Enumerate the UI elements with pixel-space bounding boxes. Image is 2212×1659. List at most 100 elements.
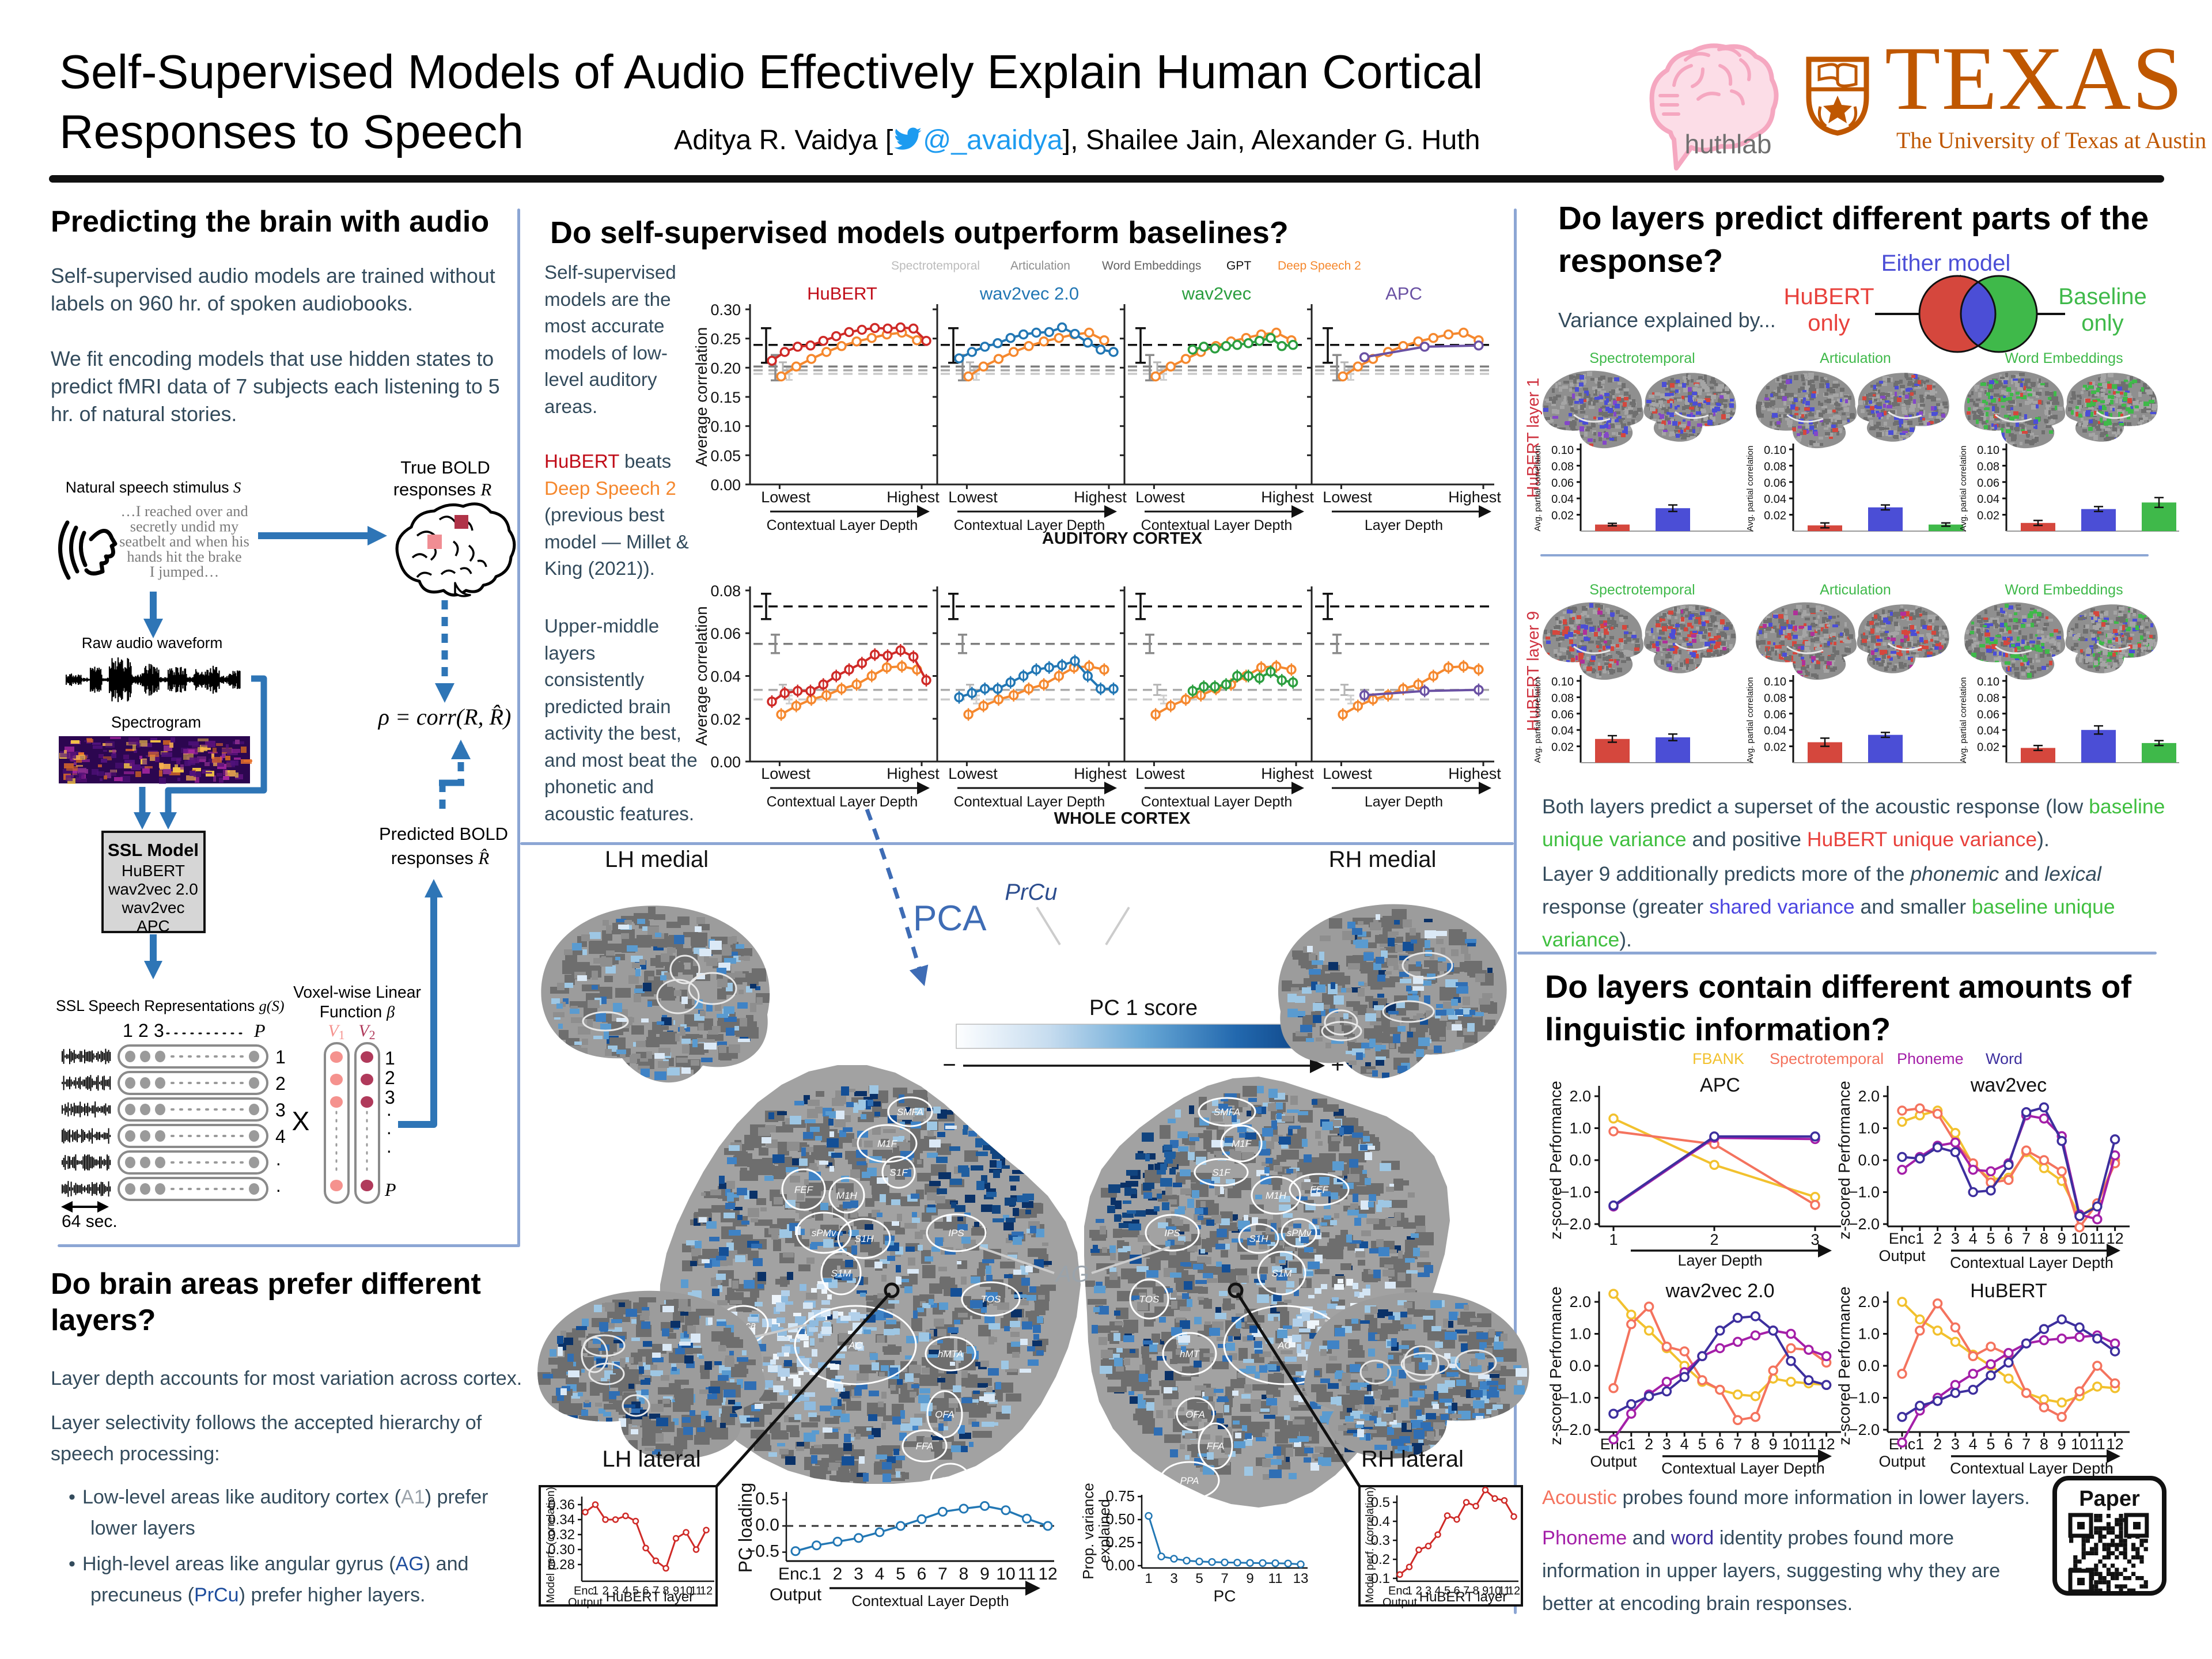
- svg-text:4: 4: [875, 1565, 885, 1584]
- svg-text:−1.0: −1.0: [1849, 1184, 1880, 1201]
- svg-text:M1H: M1H: [1266, 1190, 1287, 1201]
- svg-text:Contextual Layer Depth: Contextual Layer Depth: [1950, 1254, 2113, 1271]
- svg-text:2: 2: [138, 1020, 149, 1041]
- svg-text:only: only: [2081, 310, 2123, 336]
- svg-text:Avg. partial correlation: Avg. partial correlation: [1745, 446, 1755, 532]
- svg-text:FEF: FEF: [1310, 1184, 1330, 1195]
- svg-text:Output: Output: [1382, 1596, 1417, 1609]
- svg-text:0.00: 0.00: [710, 476, 741, 494]
- svg-text:11: 11: [1018, 1565, 1036, 1584]
- svg-text:Function β: Function β: [320, 1002, 395, 1021]
- svg-text:Word Embeddings: Word Embeddings: [2005, 350, 2123, 366]
- svg-text:APC: APC: [1700, 1074, 1740, 1096]
- svg-text:0.10: 0.10: [1764, 444, 1786, 457]
- svg-text:2: 2: [833, 1565, 843, 1584]
- svg-text:0.28: 0.28: [548, 1557, 575, 1573]
- svg-text:SMFA: SMFA: [897, 1107, 923, 1118]
- svg-text:Spectrotemporal: Spectrotemporal: [891, 259, 980, 272]
- svg-text:Avg. partial correlation: Avg. partial correlation: [1959, 446, 1968, 532]
- svg-text:HuBERT layer 1: HuBERT layer 1: [1524, 378, 1543, 498]
- svg-text:Layer Depth: Layer Depth: [1365, 794, 1443, 810]
- svg-text:Output: Output: [770, 1585, 822, 1604]
- svg-text:Spectrotemporal: Spectrotemporal: [1589, 582, 1695, 598]
- svg-text:z-scored Performance: z-scored Performance: [1547, 1081, 1565, 1239]
- svg-text:0.08: 0.08: [1977, 692, 1999, 704]
- svg-text:3: 3: [1662, 1435, 1671, 1453]
- svg-text:secretly undid my: secretly undid my: [130, 518, 239, 535]
- svg-text:−2.0: −2.0: [1849, 1215, 1880, 1233]
- svg-text:13: 13: [1293, 1571, 1309, 1586]
- svg-text:11: 11: [1801, 1435, 1817, 1453]
- svg-text:1: 1: [1915, 1230, 1924, 1247]
- svg-text:…I reached over and: …I reached over and: [120, 503, 248, 520]
- svg-text:z-scored Performance: z-scored Performance: [1835, 1286, 1853, 1445]
- svg-text:Contextual Layer Depth: Contextual Layer Depth: [954, 517, 1105, 533]
- svg-text:0.10: 0.10: [1551, 444, 1574, 457]
- svg-text:4: 4: [1969, 1230, 1978, 1247]
- svg-text:9: 9: [673, 1585, 679, 1597]
- svg-text:M1H: M1H: [836, 1190, 858, 1201]
- svg-text:6: 6: [917, 1565, 927, 1584]
- svg-text:0.08: 0.08: [1551, 692, 1574, 704]
- svg-text:APC: APC: [137, 917, 170, 935]
- svg-text:HuBERT: HuBERT: [1783, 284, 1874, 309]
- svg-text:Average correlation: Average correlation: [692, 327, 710, 467]
- svg-text:0.10: 0.10: [1551, 676, 1574, 688]
- svg-text:S1F: S1F: [889, 1167, 908, 1178]
- svg-text:0.06: 0.06: [710, 625, 741, 642]
- svg-text:Lowest: Lowest: [1135, 765, 1185, 782]
- svg-text:HuBERT: HuBERT: [807, 283, 877, 304]
- svg-text:0.0: 0.0: [1858, 1152, 1880, 1169]
- svg-text:6: 6: [1453, 1585, 1460, 1597]
- svg-text:z-scored Performance: z-scored Performance: [1547, 1286, 1565, 1445]
- svg-text:ρ = corr(R, R̂): ρ = corr(R, R̂): [377, 704, 512, 730]
- svg-text:1: 1: [1609, 1231, 1618, 1248]
- svg-text:1: 1: [1406, 1585, 1412, 1597]
- svg-text:1: 1: [1145, 1571, 1152, 1586]
- svg-text:0.02: 0.02: [1551, 510, 1574, 522]
- svg-text:8: 8: [1472, 1585, 1479, 1597]
- svg-text:0.02: 0.02: [710, 711, 741, 728]
- svg-text:AC: AC: [848, 1340, 862, 1351]
- svg-text:3: 3: [612, 1585, 619, 1597]
- svg-text:Word Embeddings: Word Embeddings: [2005, 582, 2123, 598]
- svg-text:0.36: 0.36: [548, 1497, 575, 1513]
- svg-text:APC: APC: [1385, 283, 1422, 304]
- svg-text:Highest: Highest: [1074, 765, 1127, 782]
- svg-text:9: 9: [2058, 1435, 2066, 1453]
- svg-text:1.0: 1.0: [1858, 1120, 1880, 1137]
- svg-text:10: 10: [996, 1565, 1015, 1584]
- svg-text:Contextual Layer Depth: Contextual Layer Depth: [954, 794, 1105, 810]
- svg-text:0.04: 0.04: [1764, 493, 1786, 506]
- svg-text:12: 12: [1508, 1585, 1520, 1597]
- svg-text:0.06: 0.06: [1551, 709, 1574, 721]
- svg-text:0.10: 0.10: [1977, 676, 1999, 688]
- svg-text:·: ·: [386, 1140, 392, 1161]
- svg-text:PCA: PCA: [913, 899, 987, 938]
- svg-text:S1H: S1H: [1249, 1233, 1268, 1244]
- svg-text:0.02: 0.02: [1977, 510, 1999, 522]
- svg-text:Model perf. (correlation): Model perf. (correlation): [545, 1487, 557, 1603]
- svg-text:−1.0: −1.0: [1849, 1389, 1880, 1407]
- svg-text:3: 3: [1951, 1435, 1960, 1453]
- svg-text:V1: V1: [328, 1021, 344, 1042]
- svg-text:3: 3: [1810, 1231, 1819, 1248]
- svg-text:wav2vec: wav2vec: [122, 899, 185, 916]
- svg-text:1: 1: [592, 1585, 599, 1597]
- svg-text:0.04: 0.04: [1977, 725, 1999, 737]
- svg-text:0.02: 0.02: [1764, 510, 1786, 522]
- svg-text:HuBERT: HuBERT: [1970, 1280, 2047, 1302]
- svg-text:responses R̂: responses R̂: [391, 848, 490, 868]
- svg-text:V2: V2: [358, 1021, 375, 1042]
- svg-text:0.10: 0.10: [1764, 676, 1786, 688]
- svg-text:7: 7: [2022, 1230, 2031, 1247]
- svg-text:Lowest: Lowest: [1323, 765, 1372, 782]
- svg-text:0.5: 0.5: [755, 1490, 779, 1509]
- svg-text:−1.0: −1.0: [1560, 1389, 1591, 1407]
- svg-text:Spectrotemporal: Spectrotemporal: [1589, 350, 1695, 366]
- svg-text:TOS: TOS: [1139, 1294, 1160, 1305]
- svg-text:·: ·: [386, 1122, 392, 1142]
- svg-text:0.04: 0.04: [1977, 493, 1999, 506]
- svg-text:Voxel-wise Linear: Voxel-wise Linear: [293, 983, 421, 1001]
- svg-text:TOS: TOS: [981, 1294, 1001, 1305]
